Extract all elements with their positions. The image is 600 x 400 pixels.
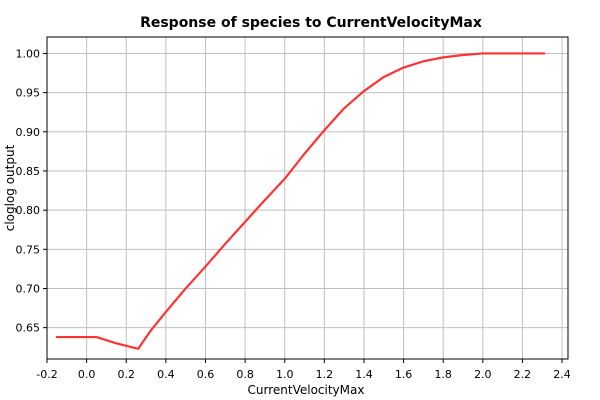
x-tick-label: 2.4 [553,368,571,381]
y-tick-label: 0.95 [16,87,41,100]
y-tick-label: 0.80 [16,204,41,217]
x-tick-label: 1.8 [434,368,452,381]
y-tick-label: 0.85 [16,165,41,178]
x-tick-label: 0.2 [117,368,135,381]
x-tick-label: 0.4 [157,368,175,381]
x-tick-label: 2.0 [474,368,492,381]
plot-frame [46,36,569,360]
x-tick-label: 1.6 [395,368,413,381]
y-tick-label: 1.00 [16,47,41,60]
x-tick-label: -0.2 [36,368,57,381]
chart-title: Response of species to CurrentVelocityMa… [140,15,482,31]
x-tick-label: 0.0 [78,368,96,381]
x-tick-label: 0.6 [197,368,215,381]
x-tick-label: 0.8 [236,368,254,381]
series-line [55,52,546,350]
y-tick-label: 0.65 [16,322,41,335]
y-tick-label: 0.90 [16,126,41,139]
axis-ticks: -0.2 0.0 0.2 0.4 0.6 0.8 1.0 1.2 1.4 1.6 1.8 2.0 2.2… [16,47,571,381]
y-axis-label: cloglog output [3,144,17,231]
x-tick-label: 1.2 [316,368,334,381]
x-tick-label: 1.4 [355,368,373,381]
x-axis-label: CurrentVelocityMax [248,383,365,397]
series-layer [55,52,546,350]
x-tick-label: 1.0 [276,368,294,381]
y-tick-label: 0.75 [16,243,41,256]
x-tick-label: 2.2 [514,368,532,381]
grid [46,37,568,359]
y-tick-label: 0.70 [16,282,41,295]
